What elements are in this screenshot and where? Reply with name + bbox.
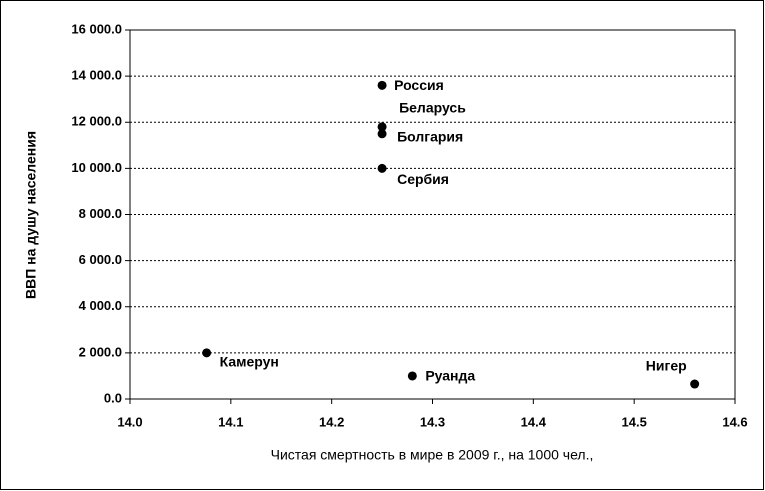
y-tick-label: 2 000.0 [79,344,122,359]
point [377,163,387,173]
point-label: Нигер [646,358,687,374]
point-label: Сербия [397,171,449,187]
y-axis-title: ВВП на душу населения [23,131,39,299]
point [377,129,387,139]
point-label: Руанда [425,368,475,384]
y-tick-label: 12 000.0 [71,114,122,129]
x-tick-label: 14.2 [319,414,344,429]
point [377,122,387,132]
point-label: Болгария [397,128,463,144]
y-tick-label: 10 000.0 [71,160,122,175]
x-tick-label: 14.4 [521,414,547,429]
point [377,80,387,90]
x-tick-label: 14.5 [622,414,647,429]
y-tick-label: 16 000.0 [71,21,122,36]
point-label: Беларусь [399,100,466,116]
y-tick-label: 14 000.0 [71,68,122,83]
point [407,371,417,381]
y-tick-label: 4 000.0 [79,298,122,313]
y-tick-label: 6 000.0 [79,252,122,267]
x-axis-title: Чистая смертность в мире в 2009 г., на 1… [271,447,594,463]
point-label: Россия [394,77,444,93]
x-tick-label: 14.6 [722,414,747,429]
x-tick-label: 14.3 [420,414,445,429]
x-tick-label: 14.1 [218,414,243,429]
x-tick-label: 14.0 [117,414,142,429]
y-tick-label: 0.0 [104,390,122,405]
point [690,379,700,389]
plot-area [129,29,736,400]
point [202,348,212,358]
point-label: Камерун [220,354,279,370]
y-tick-label: 8 000.0 [79,206,122,221]
